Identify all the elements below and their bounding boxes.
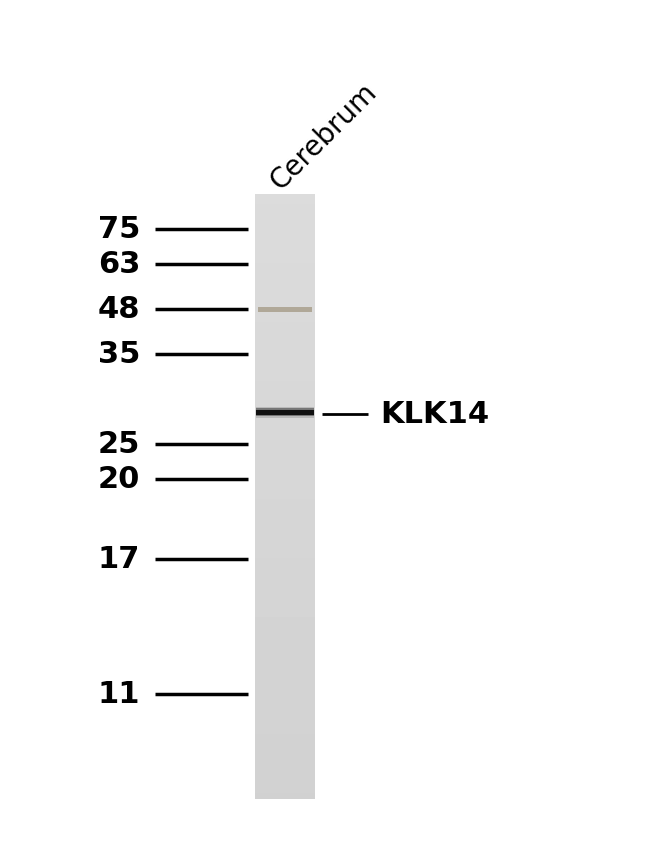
Text: 20: 20 — [98, 465, 140, 494]
Text: 25: 25 — [98, 430, 140, 459]
Text: KLK14: KLK14 — [380, 400, 489, 429]
Bar — [258, 307, 312, 312]
Text: 11: 11 — [98, 679, 140, 709]
Text: 48: 48 — [98, 295, 140, 324]
Bar — [256, 410, 314, 415]
Text: 63: 63 — [98, 250, 140, 279]
Bar — [256, 407, 314, 413]
Text: 35: 35 — [98, 340, 140, 369]
Text: 17: 17 — [98, 545, 140, 574]
Bar — [256, 413, 314, 419]
Text: 75: 75 — [98, 215, 140, 244]
Bar — [256, 412, 314, 417]
Text: Cerebrum: Cerebrum — [265, 78, 383, 195]
Bar — [256, 408, 314, 414]
